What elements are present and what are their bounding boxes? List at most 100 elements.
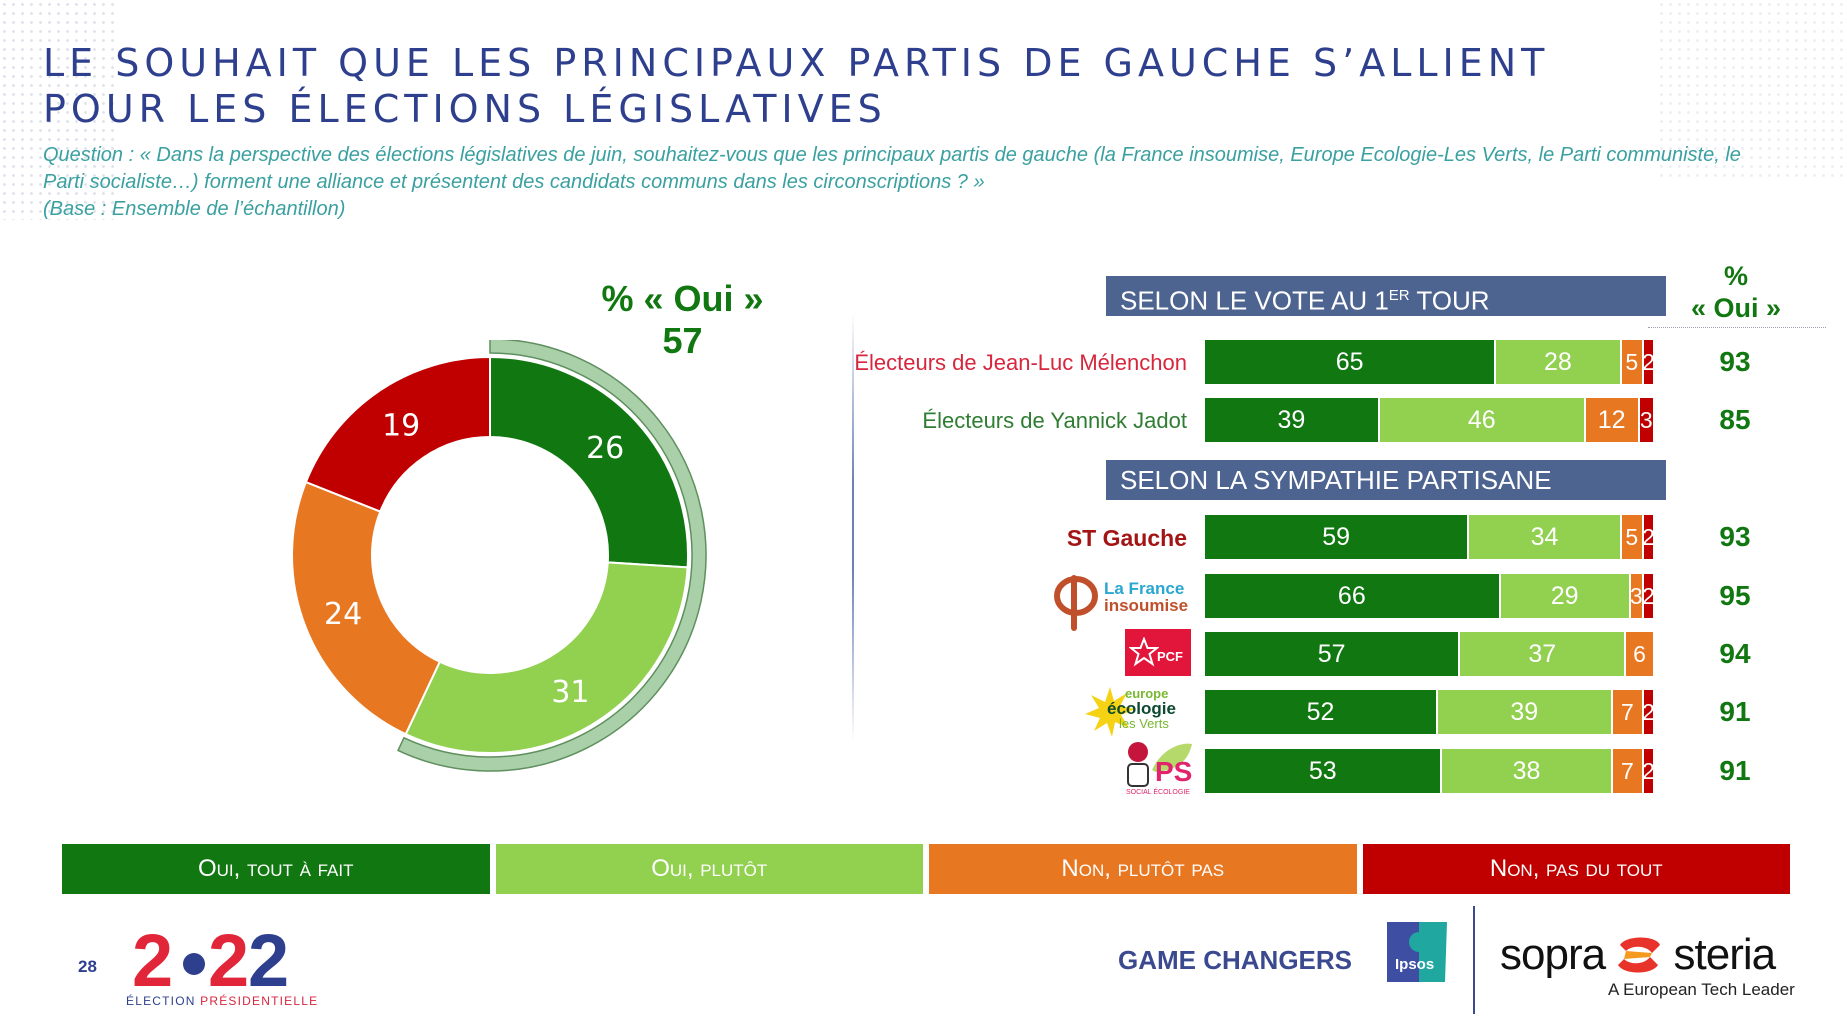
page-number: 28 bbox=[78, 957, 97, 976]
donut-slice-oui-tout-a-fait bbox=[489, 355, 689, 569]
donut-summary-label: % « Oui » bbox=[601, 278, 764, 319]
bar-segment: 2 bbox=[1644, 690, 1653, 734]
page-title: LE SOUHAIT QUE LES PRINCIPAUX PARTIS DE … bbox=[43, 40, 1549, 132]
bar-segment: 5 bbox=[1621, 515, 1645, 559]
pct-oui-value: 94 bbox=[1719, 638, 1751, 669]
section-title-suffix: TOUR bbox=[1409, 285, 1490, 316]
bar-segment: 38 bbox=[1442, 749, 1613, 793]
vertical-divider bbox=[852, 312, 854, 742]
bar-row: 53 38 7 2 bbox=[1205, 749, 1653, 793]
bar-segment: 28 bbox=[1496, 340, 1622, 384]
ps-logo-subtext: SOCIAL ÉCOLOGIE bbox=[1126, 789, 1190, 796]
lfi-logo: La France insoumise bbox=[1052, 570, 1192, 631]
donut-slice-non-plutot-pas bbox=[291, 480, 442, 736]
bar-segment: 2 bbox=[1644, 574, 1653, 618]
bar-segment: 6 bbox=[1626, 632, 1653, 676]
sample-base: (Base : Ensemble de l’échantillon) bbox=[43, 198, 346, 220]
sopra-text: sopra bbox=[1500, 930, 1606, 979]
bar-segment: 12 bbox=[1585, 398, 1640, 442]
pct-oui-value: 95 bbox=[1719, 580, 1751, 611]
bar-segment: 37 bbox=[1460, 632, 1627, 676]
bar-segment: 2 bbox=[1644, 340, 1653, 384]
section-header-first-round: SELON LE VOTE AU 1ER TOUR bbox=[1106, 276, 1666, 316]
donut-slice-oui-plutot bbox=[404, 561, 689, 754]
ipsos-icon bbox=[1387, 922, 1447, 982]
eelv-logo: europe écologie les Verts bbox=[1085, 683, 1195, 741]
pct-oui-value: 85 bbox=[1719, 404, 1751, 435]
game-changers-text: GAME CHANGERS bbox=[1118, 945, 1353, 975]
steria-text: steria bbox=[1673, 930, 1777, 979]
ps-logo-text: PS bbox=[1155, 756, 1193, 787]
bar-row: 39 46 12 3 bbox=[1205, 398, 1653, 442]
bar-segment: 57 bbox=[1205, 632, 1461, 676]
legend-item-non-plutot-pas: Non, plutôt pas bbox=[929, 844, 1357, 894]
ipsos-logo: Ipsos bbox=[1387, 922, 1447, 982]
bar-segment: 3 bbox=[1630, 574, 1645, 618]
pct-oui-value: 91 bbox=[1719, 696, 1751, 727]
pcf-logo: PCF bbox=[1125, 629, 1191, 676]
election-label-b: PRÉSIDENTIELLE bbox=[200, 994, 319, 1008]
bar-row: 59 34 5 2 bbox=[1205, 515, 1653, 559]
decorative-dots bbox=[1657, 0, 1847, 180]
logo-digit-2c: 2 bbox=[248, 928, 289, 990]
pct-oui-header-rule bbox=[1648, 327, 1826, 328]
eelv-logo-text-2: écologie bbox=[1107, 699, 1176, 718]
pcf-logo-text: PCF bbox=[1157, 649, 1183, 664]
pct-oui-header: % « Oui » bbox=[1648, 260, 1824, 324]
donut-data-label: 24 bbox=[324, 597, 362, 632]
survey-question: Question : « Dans la perspective des éle… bbox=[43, 144, 1741, 193]
legend-item-oui-plutot: Oui, plutôt bbox=[495, 844, 923, 894]
sopra-tagline: A European Tech Leader bbox=[1608, 980, 1795, 999]
pct-oui-header-line1: % bbox=[1723, 261, 1748, 291]
bar-segment: 65 bbox=[1205, 340, 1497, 384]
pct-oui-value: 93 bbox=[1719, 521, 1751, 552]
sopra-steria-logo: sopra steria bbox=[1500, 930, 1777, 980]
sopra-steria-s-icon bbox=[1618, 937, 1661, 973]
section-title: SELON LA SYMPATHIE PARTISANE bbox=[1120, 465, 1552, 495]
legend: Oui, tout à fait Oui, plutôt Non, plutôt… bbox=[62, 844, 1790, 894]
rose-fist-icon bbox=[1127, 742, 1192, 787]
donut-summary-value: 57 bbox=[662, 320, 703, 361]
bar-segment: 7 bbox=[1612, 749, 1645, 793]
legend-item-oui-tout-a-fait: Oui, tout à fait bbox=[62, 844, 490, 894]
pct-oui-header-line2: « Oui » bbox=[1690, 293, 1782, 323]
pct-oui-value: 93 bbox=[1719, 346, 1751, 377]
lfi-logo-text-1: La France bbox=[1104, 579, 1185, 598]
pct-oui-value: 91 bbox=[1719, 755, 1751, 786]
section-title: SELON LE VOTE AU 1 bbox=[1120, 285, 1389, 316]
bar-row: 65 28 5 2 bbox=[1205, 340, 1653, 384]
bar-row: 66 29 3 2 bbox=[1205, 574, 1653, 618]
star-icon bbox=[1129, 637, 1159, 667]
donut-data-label: 19 bbox=[382, 408, 420, 443]
election-label: ÉLECTION PRÉSIDENTIELLE bbox=[126, 994, 318, 1008]
oui-bracket-arc bbox=[397, 340, 707, 772]
logo-digit-2b: 2 bbox=[208, 928, 249, 990]
footer-divider bbox=[1473, 906, 1475, 1014]
section-header-party-sympathy: SELON LA SYMPATHIE PARTISANE bbox=[1106, 460, 1666, 500]
bar-segment: 39 bbox=[1437, 690, 1613, 734]
decorative-dots bbox=[0, 0, 120, 220]
bar-segment: 34 bbox=[1469, 515, 1622, 559]
ps-logo: PS SOCIAL ÉCOLOGIE bbox=[1122, 740, 1194, 798]
row-label-jadot: Électeurs de Yannick Jadot bbox=[922, 408, 1187, 433]
donut-summary: % « Oui » 57 bbox=[560, 278, 805, 362]
logo-dot bbox=[183, 953, 205, 975]
ipsos-text: Ipsos bbox=[1395, 956, 1435, 973]
bar-segment: 66 bbox=[1205, 574, 1501, 618]
bar-segment: 59 bbox=[1205, 515, 1470, 559]
bar-segment: 5 bbox=[1621, 340, 1645, 384]
bar-segment: 39 bbox=[1205, 398, 1380, 442]
donut-slice-non-pas-du-tout bbox=[304, 355, 491, 513]
donut-chart: 26 31 24 19 bbox=[291, 340, 707, 772]
title-line-1: LE SOUHAIT QUE LES PRINCIPAUX PARTIS DE … bbox=[43, 41, 1550, 85]
sun-icon bbox=[1085, 687, 1135, 737]
bar-row: 52 39 7 2 bbox=[1205, 690, 1653, 734]
election-label-a: ÉLECTION bbox=[126, 994, 201, 1008]
bar-segment: 7 bbox=[1612, 690, 1645, 734]
bar-segment: 29 bbox=[1500, 574, 1631, 618]
election-2022-logo: 2 2 2 bbox=[132, 928, 289, 990]
donut-data-label: 31 bbox=[551, 675, 589, 710]
bar-segment: 52 bbox=[1205, 690, 1438, 734]
title-line-2: POUR LES ÉLECTIONS LÉGISLATIVES bbox=[43, 87, 887, 131]
eelv-logo-text-3: les Verts bbox=[1119, 716, 1169, 731]
